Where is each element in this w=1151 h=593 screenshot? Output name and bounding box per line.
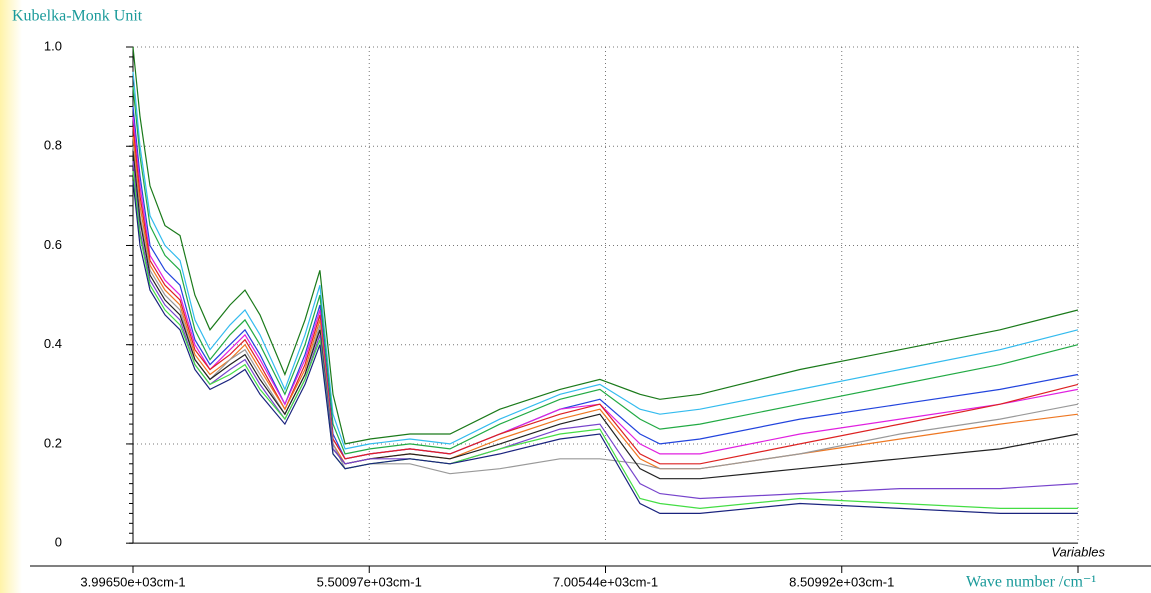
side-strip	[0, 0, 22, 593]
y-tick-label: 0.2	[44, 435, 62, 450]
spectrum-line	[132, 86, 1079, 455]
x-tick-label: 3.99650e+03cm-1	[80, 574, 185, 589]
spectrum-line	[132, 126, 1079, 465]
y-tick-label: 0.6	[44, 237, 62, 252]
x-axis-caption: Variables	[1051, 544, 1105, 559]
spectrum-line	[132, 71, 1079, 450]
spectrum-line	[132, 46, 1079, 445]
x-tick-label: 8.50992e+03cm-1	[789, 574, 894, 589]
spectrum-line	[132, 161, 1078, 500]
x-tick-label: 5.50097e+03cm-1	[317, 574, 422, 589]
y-axis-label: Kubelka-Monk Unit	[12, 8, 143, 25]
spectrum-line	[132, 106, 1079, 460]
y-tick-label: 1.0	[44, 38, 62, 53]
x-axis-label: Wave number /cm⁻¹	[966, 574, 1096, 591]
x-tick-label: 7.00544e+03cm-1	[553, 574, 658, 589]
y-tick-label: 0.8	[44, 138, 62, 153]
spectrum-line	[132, 180, 1078, 514]
spectrum-line	[132, 136, 1078, 470]
y-tick-label: 0.4	[44, 336, 62, 351]
y-tick-label: 0	[55, 535, 62, 550]
spectrum-line	[132, 151, 1079, 480]
